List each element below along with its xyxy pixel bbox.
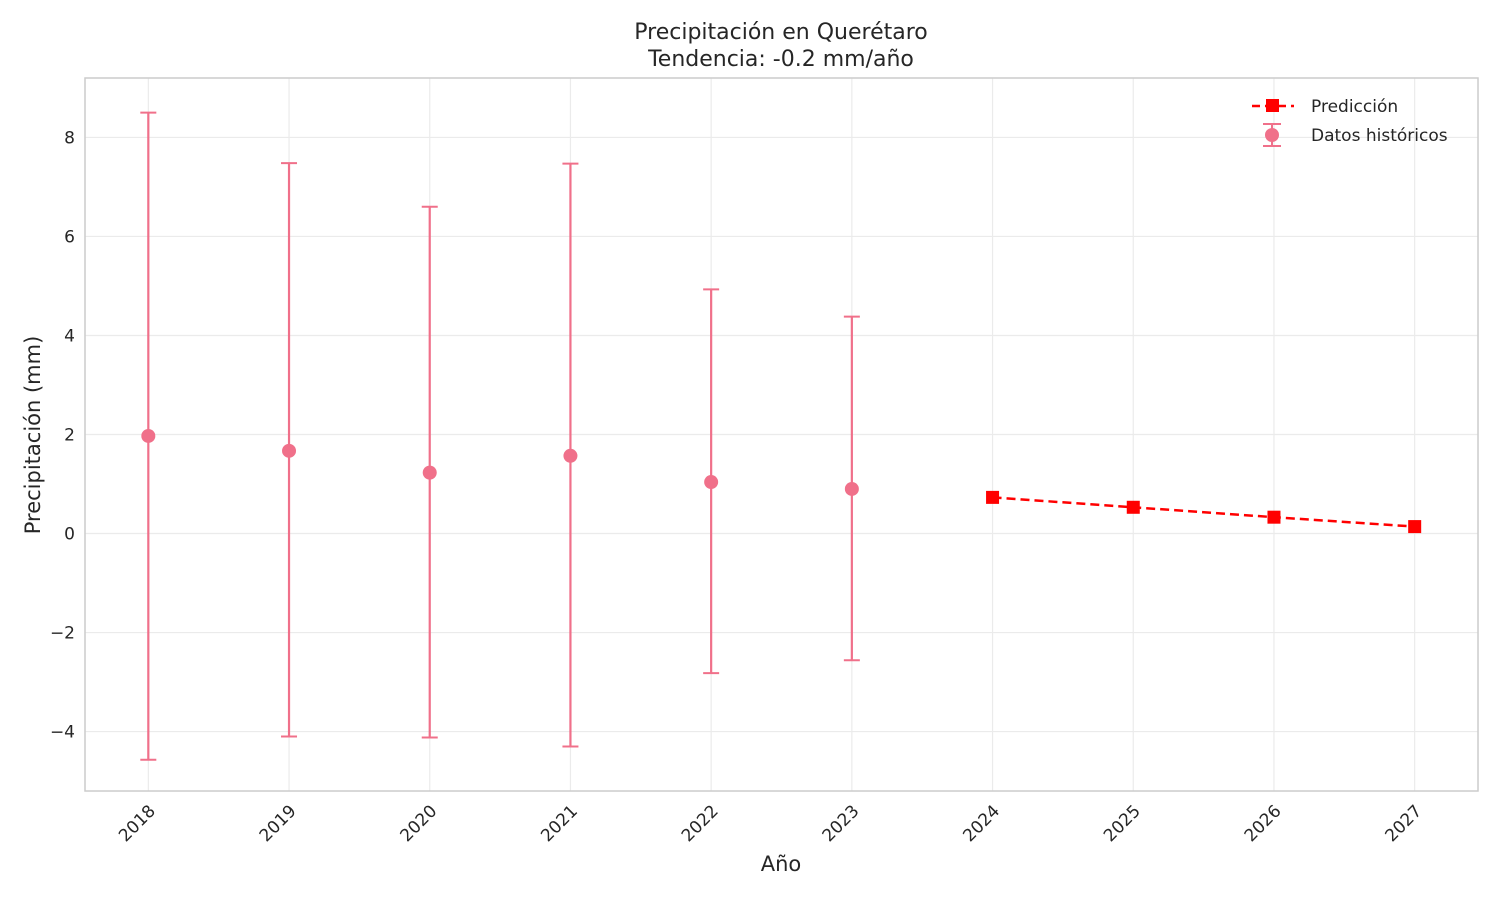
y-tick-label: −2 xyxy=(50,624,75,644)
legend-prediccion-label: Predicción xyxy=(1311,97,1398,117)
legend-prediccion-marker xyxy=(1266,99,1279,112)
y-tick-label: 6 xyxy=(64,227,75,247)
y-tick-label: 8 xyxy=(64,128,75,148)
y-tick-label: 2 xyxy=(64,426,75,446)
data-point-historico xyxy=(563,448,578,463)
legend-item-prediccion: Predicción xyxy=(1252,97,1398,117)
data-point-prediccion xyxy=(1408,520,1422,534)
chart-subtitle: Tendencia: -0.2 mm/año xyxy=(647,47,914,72)
data-point-historico xyxy=(844,481,859,496)
legend-historicos-marker xyxy=(1265,128,1279,142)
plot-frame xyxy=(84,77,1479,792)
prediction-line xyxy=(992,496,1415,528)
y-axis-label: Precipitación (mm) xyxy=(21,336,45,535)
y-tick-label: −4 xyxy=(50,723,75,743)
data-point-historico xyxy=(282,443,297,458)
y-tick-label: 4 xyxy=(64,326,75,346)
data-point-historico xyxy=(704,475,719,490)
data-point-historico xyxy=(422,465,437,480)
x-axis-label: Año xyxy=(761,852,802,876)
data-point-prediccion xyxy=(1126,500,1140,514)
data-point-prediccion xyxy=(986,490,1000,504)
data-layer xyxy=(140,111,1422,761)
legend-historicos-label: Datos históricos xyxy=(1311,126,1448,146)
data-point-historico xyxy=(141,428,156,443)
data-point-prediccion xyxy=(1267,510,1281,524)
y-tick-label: 0 xyxy=(64,525,75,545)
legend: Predicción Datos históricos xyxy=(1252,97,1448,147)
legend-item-datos-historicos: Datos históricos xyxy=(1263,123,1448,147)
chart-title: Precipitación en Querétaro xyxy=(634,20,927,45)
